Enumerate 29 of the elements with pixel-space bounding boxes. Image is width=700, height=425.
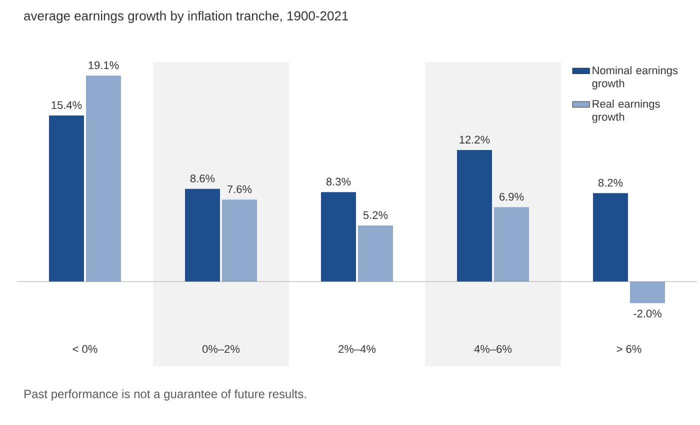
data-label: 8.6% [190, 174, 215, 182]
data-label: 19.1% [88, 61, 119, 70]
x-tick-label: < 0% [72, 345, 98, 353]
x-tick-label: > 6% [616, 345, 642, 353]
bar [86, 76, 121, 282]
data-label: 6.9% [500, 192, 524, 201]
legend-label: Real earnings growth [592, 100, 660, 123]
text: Past performance is not a guarantee of future results. [24, 389, 306, 401]
x-tick-label: 2%–4% [338, 345, 376, 353]
bar [494, 207, 530, 282]
data-label: -2.0% [634, 310, 662, 318]
chart-title: average earnings growth by inflation tranche, 1900-2021 [24, 10, 348, 24]
bar [185, 188, 220, 282]
legend-label: Nominal earnings growth [592, 66, 678, 90]
bar [358, 226, 393, 282]
data-label: 7.6% [228, 185, 252, 194]
x-tick-label: 0%–2% [202, 345, 240, 353]
data-label: 5.2% [363, 211, 388, 219]
data-label: 12.2% [460, 136, 490, 144]
data-label: 15.4% [52, 101, 82, 110]
data-label: 8.3% [326, 178, 351, 186]
x-tick-label: 4%–6% [474, 345, 512, 353]
bar [49, 116, 84, 282]
bar [321, 192, 356, 282]
bar [457, 150, 492, 282]
bar [222, 200, 257, 282]
bar [593, 193, 628, 282]
data-label: 8.2% [598, 178, 623, 187]
bar [630, 282, 666, 304]
